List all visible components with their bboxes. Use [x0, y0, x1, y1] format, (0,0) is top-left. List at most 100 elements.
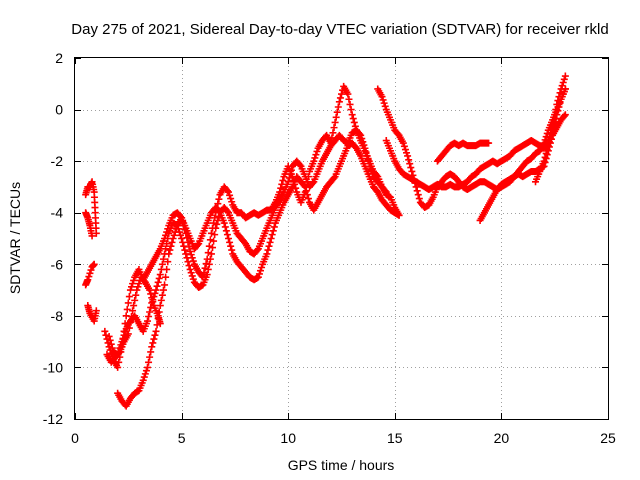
plus-marker [360, 141, 368, 149]
plus-marker [206, 255, 214, 263]
plus-marker [300, 182, 308, 190]
plus-marker [403, 149, 411, 157]
plus-marker [258, 264, 266, 272]
plus-marker [561, 85, 569, 93]
plus-marker [268, 231, 276, 239]
plus-marker [169, 235, 177, 242]
plus-marker [127, 313, 135, 321]
plus-marker [382, 188, 390, 196]
series-track-1 [82, 178, 100, 237]
series-track-13 [532, 85, 569, 186]
plus-marker [115, 358, 123, 366]
plus-marker [226, 238, 234, 246]
plus-marker [349, 115, 357, 123]
plus-marker [92, 307, 100, 315]
plus-marker [330, 124, 338, 132]
plus-marker [171, 228, 179, 236]
plus-marker [213, 220, 221, 228]
plus-marker [277, 184, 285, 192]
plus-marker [147, 348, 155, 356]
plus-marker [225, 235, 233, 242]
plus-marker [114, 363, 122, 371]
plus-marker [86, 269, 94, 277]
plus-marker [228, 198, 236, 206]
plus-marker [545, 138, 553, 146]
plus-marker [404, 152, 412, 160]
plus-marker [167, 242, 175, 250]
plus-marker [221, 223, 229, 231]
plus-marker [130, 302, 138, 310]
y-axis-ticks: -12 -10 -8 -6 -4 -2 0 2 [43, 50, 608, 427]
plus-marker [561, 72, 569, 80]
plus-marker [220, 219, 228, 227]
plus-marker [125, 293, 133, 301]
plus-marker [183, 254, 191, 262]
plus-marker [312, 151, 320, 159]
x-tick-label: 5 [178, 430, 186, 446]
plus-marker [227, 195, 235, 203]
plus-marker [309, 179, 317, 187]
plus-marker [210, 219, 218, 227]
plus-marker [279, 176, 287, 184]
plus-marker [149, 298, 157, 306]
plus-marker [310, 157, 318, 165]
plus-marker [543, 146, 551, 154]
plus-marker [201, 264, 209, 272]
plus-marker [554, 107, 562, 115]
plus-marker [550, 122, 558, 130]
plus-marker [147, 290, 155, 298]
plus-marker [214, 200, 222, 208]
plus-marker [334, 103, 342, 111]
x-tick-label: 25 [600, 430, 616, 446]
x-tick-label: 10 [280, 430, 296, 446]
plus-marker [401, 146, 409, 154]
plus-marker [264, 246, 272, 254]
y-tick-label: 2 [55, 50, 63, 66]
x-tick-label: 20 [494, 430, 510, 446]
y-tick-label: -12 [43, 411, 63, 427]
plus-marker [186, 247, 194, 255]
plus-marker [179, 238, 187, 246]
plus-marker [415, 195, 423, 203]
series-track-8 [103, 273, 164, 366]
plus-marker [211, 231, 219, 239]
plus-marker [313, 147, 321, 155]
plus-marker [207, 229, 215, 237]
plus-marker [157, 296, 165, 304]
plus-marker [124, 330, 132, 338]
y-tick-label: -8 [51, 308, 64, 324]
plus-marker [332, 113, 340, 121]
plus-marker [163, 265, 171, 273]
plus-marker [158, 260, 166, 268]
plus-marker [544, 142, 552, 150]
plus-marker [150, 335, 158, 343]
plus-marker [134, 283, 142, 291]
plus-marker [542, 149, 550, 157]
y-tick-label: -10 [43, 359, 63, 375]
plus-marker [364, 156, 372, 164]
plus-marker [88, 232, 96, 240]
plus-marker [553, 111, 561, 119]
plus-marker [552, 115, 560, 123]
plus-marker [212, 224, 220, 232]
plus-marker [106, 336, 114, 344]
plus-marker [127, 283, 135, 291]
plus-marker [335, 98, 343, 106]
plus-marker [210, 237, 218, 245]
plus-marker [186, 265, 194, 273]
plus-marker [172, 225, 180, 233]
plus-marker [254, 273, 262, 281]
plus-marker [263, 250, 271, 258]
y-tick-label: -6 [51, 256, 64, 272]
plus-marker [180, 242, 188, 250]
series-track-4 [82, 209, 96, 240]
plus-marker [361, 144, 369, 152]
plus-marker [348, 111, 356, 119]
plus-marker [350, 118, 358, 126]
plus-marker [330, 174, 338, 182]
plus-marker [205, 242, 213, 250]
plus-marker [346, 100, 354, 108]
plus-marker [188, 272, 196, 280]
plus-marker [414, 191, 422, 199]
